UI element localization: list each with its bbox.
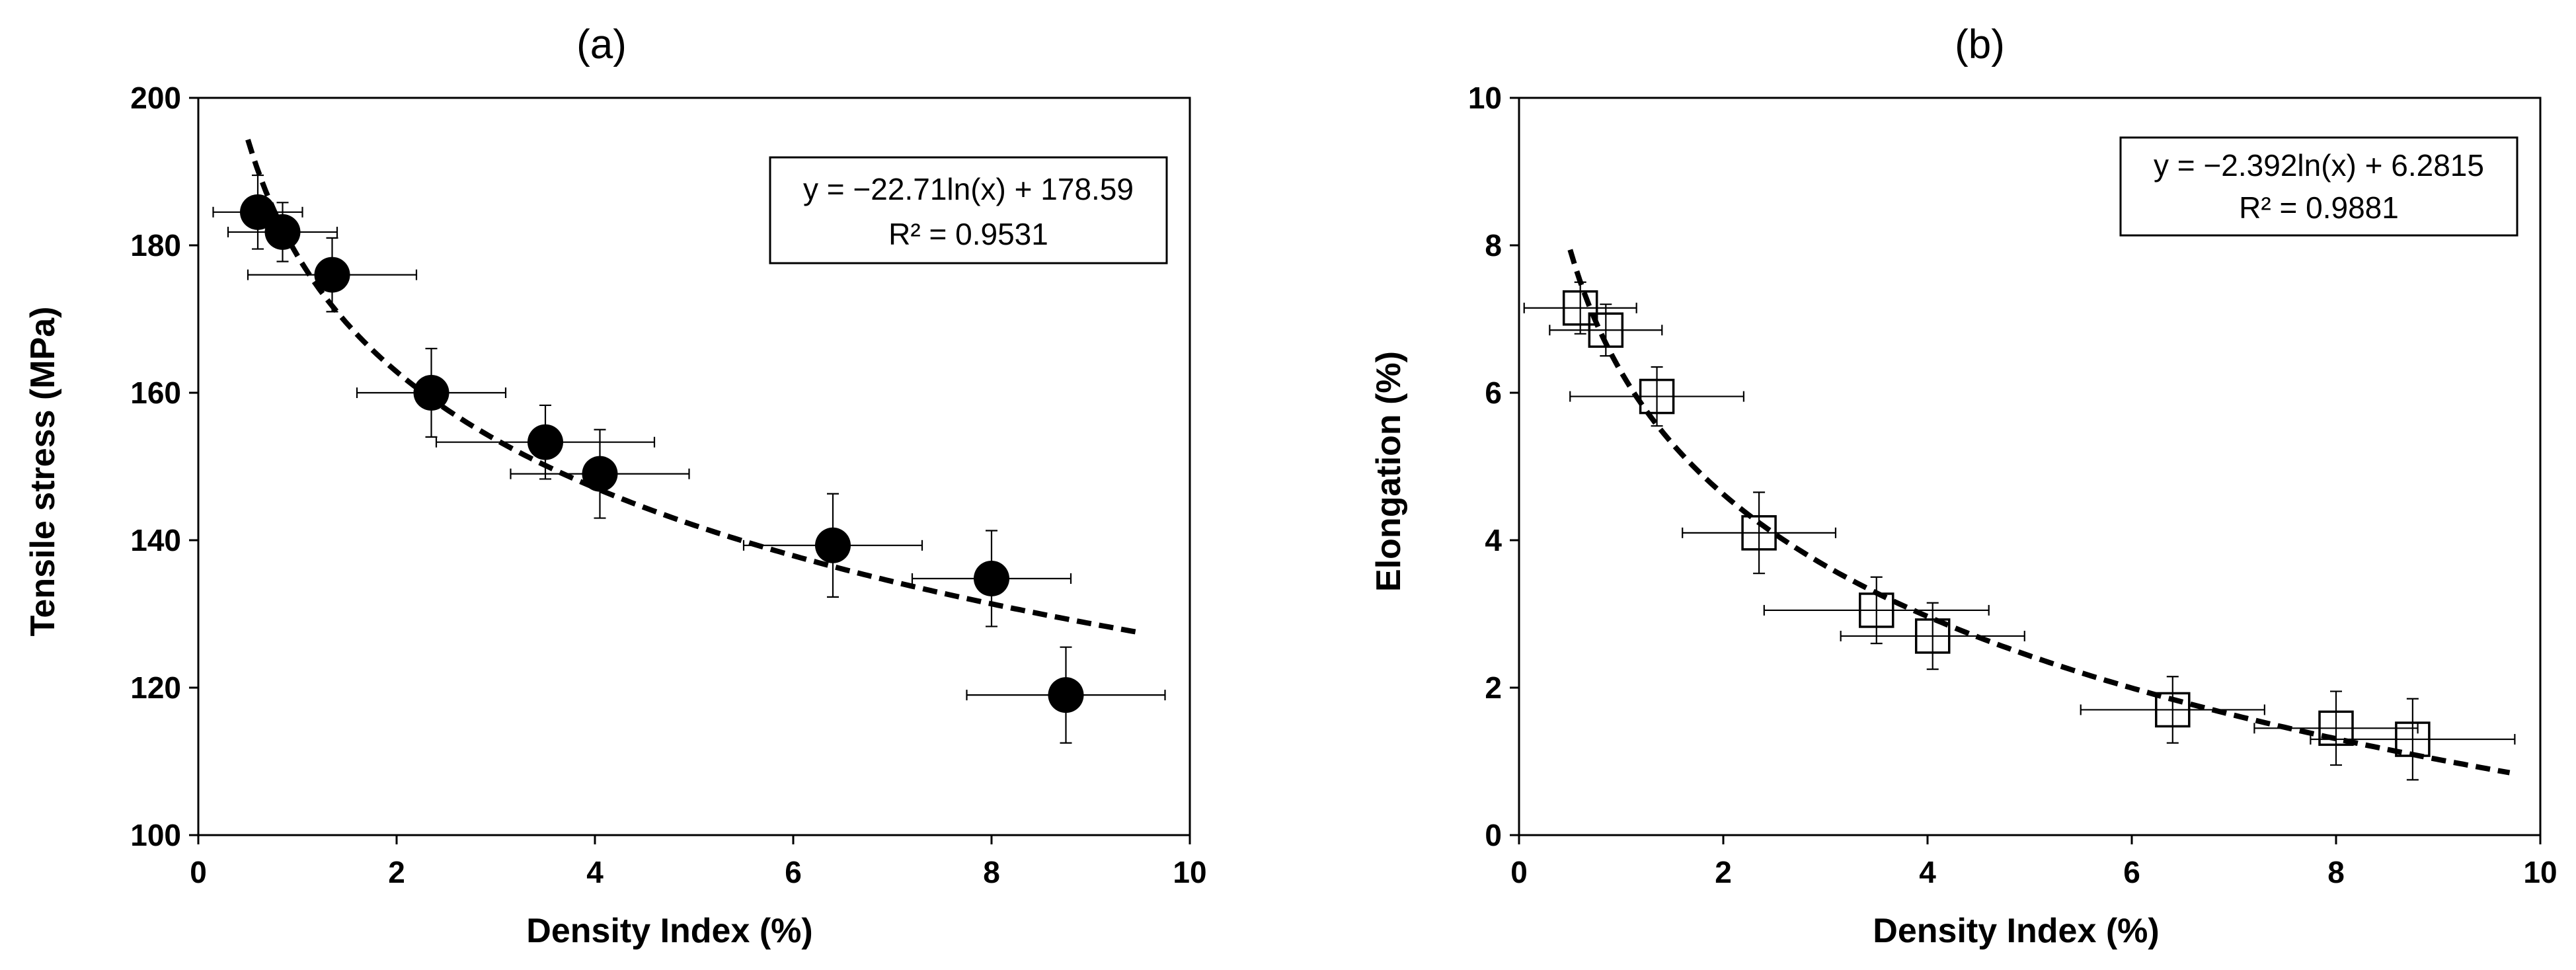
panel-a-x-tick-label: 8 bbox=[983, 855, 1000, 889]
panel-a-y-tick-label: 100 bbox=[130, 818, 181, 852]
panel-b: (b) Density Index (%) Elongation (%) 0 2 4… bbox=[1370, 22, 2557, 950]
panel-b-r-squared: R² = 0.9881 bbox=[2239, 190, 2399, 225]
panel-b-marker-square bbox=[1914, 618, 1951, 654]
panel-b-data-point bbox=[2253, 690, 2419, 766]
panel-b-x-tick-label: 0 bbox=[1510, 855, 1528, 889]
panel-b-y-tick-label: 2 bbox=[1485, 670, 1502, 705]
panel-a-data-point bbox=[510, 428, 690, 519]
panel-a-marker-circle bbox=[264, 214, 301, 250]
panel-a-y-tick-label: 120 bbox=[130, 670, 181, 705]
panel-b-x-tick-label: 4 bbox=[1919, 855, 1936, 889]
panel-a-marker-circle bbox=[974, 560, 1009, 596]
panel-b-y-tick-label: 6 bbox=[1485, 376, 1502, 410]
panel-b-data-point bbox=[1763, 576, 1990, 645]
panel-b-marker-square bbox=[2155, 692, 2191, 728]
panel-a-y-tick-label: 160 bbox=[130, 376, 181, 410]
panel-a-data-point bbox=[356, 347, 507, 438]
panel-b-ticks: 0 2 4 6 8 10 0 2 4 6 8 10 bbox=[1468, 81, 2557, 889]
panel-a-x-axis-label: Density Index (%) bbox=[526, 912, 812, 950]
panel-a-points bbox=[212, 174, 1166, 744]
panel-b-data-point bbox=[1549, 303, 1663, 357]
panel-b-data-point bbox=[1569, 366, 1744, 427]
panel-b-marker-square bbox=[2318, 710, 2354, 747]
panel-a-y-tick-label: 180 bbox=[130, 228, 181, 263]
panel-a-marker-circle bbox=[240, 194, 276, 230]
panel-a-marker-circle bbox=[413, 375, 449, 411]
panel-b-marker-square bbox=[2395, 721, 2431, 757]
panel-b-y-tick-label: 10 bbox=[1468, 81, 1502, 115]
panel-a-marker-circle bbox=[1048, 677, 1084, 713]
panel-a-y-tick-label: 140 bbox=[130, 523, 181, 557]
panel-a-y-tick-label: 200 bbox=[130, 81, 181, 115]
panel-a-data-point bbox=[911, 530, 1072, 627]
panel-b-plot-frame bbox=[1518, 97, 2542, 836]
panel-b-marker-square bbox=[1562, 290, 1598, 326]
panel-a-y-axis-label: Tensile stress (MPa) bbox=[24, 306, 62, 636]
panel-b-marker-square bbox=[1639, 378, 1675, 415]
panel-b-data-point bbox=[1523, 281, 1637, 335]
panel-a-ticks: 0 2 4 6 8 10 100 120 140 160 180 200 bbox=[130, 81, 1206, 889]
panel-a-x-tick-label: 6 bbox=[785, 855, 802, 889]
panel-b-equation-box bbox=[2119, 136, 2518, 237]
panel-b-data-point bbox=[1840, 602, 2025, 670]
panel-b-y-tick-label: 0 bbox=[1485, 818, 1502, 852]
panel-b-data-point bbox=[1682, 491, 1837, 575]
panel-a-marker-circle bbox=[314, 257, 350, 293]
panel-b-x-axis-label: Density Index (%) bbox=[1873, 912, 2159, 950]
panel-b-marker-square bbox=[1588, 312, 1624, 348]
panel-b-marker-square bbox=[1859, 592, 1894, 628]
panel-a-x-tick-label: 10 bbox=[1173, 855, 1206, 889]
panel-b-points bbox=[1523, 281, 2516, 781]
panel-b-title: (b) bbox=[1955, 22, 2005, 67]
panel-a-marker-circle bbox=[815, 527, 851, 563]
panel-b-y-tick-label: 4 bbox=[1485, 523, 1502, 557]
panel-b-x-tick-label: 6 bbox=[2123, 855, 2140, 889]
panel-b-data-point bbox=[2310, 698, 2516, 781]
panel-b-marker-square bbox=[1741, 515, 1777, 551]
panel-b-equation: y = −2.392ln(x) + 6.2815 bbox=[2154, 148, 2484, 182]
panel-a-equation-box bbox=[769, 156, 1168, 264]
panel-b-y-tick-label: 8 bbox=[1485, 228, 1502, 263]
panel-a-data-point bbox=[742, 493, 923, 598]
panel-a-data-point bbox=[966, 646, 1166, 744]
panel-a-x-tick-label: 4 bbox=[586, 855, 604, 889]
panel-a-plot-frame bbox=[197, 97, 1191, 836]
panel-b-x-tick-label: 8 bbox=[2327, 855, 2345, 889]
panel-b-y-axis-label: Elongation (%) bbox=[1370, 351, 1408, 592]
panel-a-x-tick-label: 2 bbox=[388, 855, 405, 889]
panel-a-title: (a) bbox=[576, 22, 627, 67]
panel-a-equation: y = −22.71ln(x) + 178.59 bbox=[803, 172, 1134, 206]
panel-a: (a) Density Index (%) Tensile stress (MP… bbox=[24, 22, 1207, 950]
panel-b-x-tick-label: 10 bbox=[2523, 855, 2557, 889]
panel-a-marker-circle bbox=[582, 456, 618, 492]
panel-b-x-tick-label: 2 bbox=[1715, 855, 1732, 889]
panel-b-data-point bbox=[2080, 676, 2265, 744]
panel-a-r-squared: R² = 0.9531 bbox=[888, 217, 1048, 251]
panel-a-data-point bbox=[227, 202, 338, 263]
panel-a-marker-circle bbox=[527, 424, 563, 460]
panel-b-trendline bbox=[1567, 249, 2511, 776]
panel-a-data-point bbox=[247, 237, 418, 313]
panel-a-data-point bbox=[435, 404, 656, 480]
panel-a-data-point bbox=[212, 174, 303, 250]
panel-a-x-tick-label: 0 bbox=[190, 855, 207, 889]
